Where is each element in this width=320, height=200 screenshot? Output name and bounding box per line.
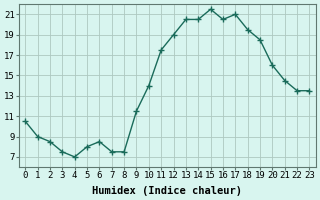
X-axis label: Humidex (Indice chaleur): Humidex (Indice chaleur) <box>92 186 242 196</box>
